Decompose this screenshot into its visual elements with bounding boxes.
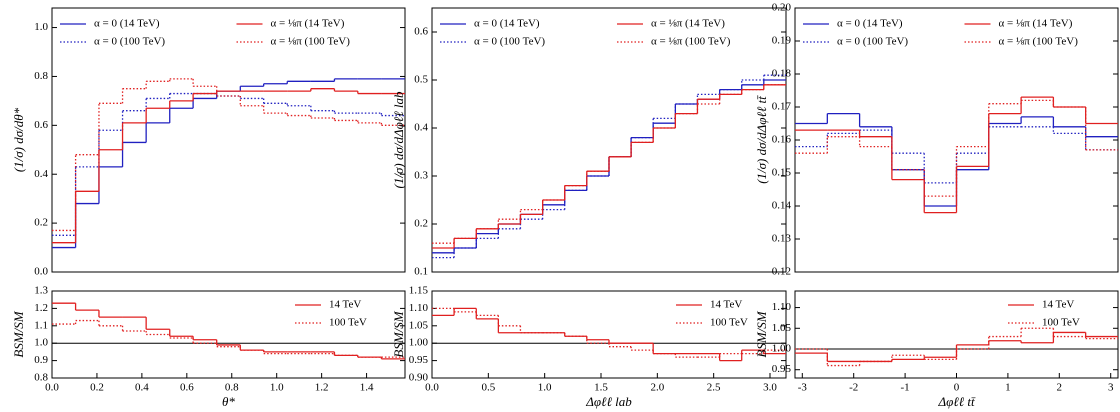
y-tick-label: 0.8 [34,70,48,82]
y-tick-label: 0.15 [772,167,792,179]
y-axis-label: (1/σ) dσ/dθ* [11,107,26,172]
x-axis-label: θ* [222,394,235,409]
legend-label: 100 TeV [1042,317,1080,329]
x-tick-label: 0 [954,382,960,394]
x-axis-label: Δφℓℓ lab [585,394,632,409]
x-tick-label: -3 [798,382,808,394]
x-tick-label: 1.4 [360,382,374,394]
legend-label: 14 TeV [710,299,742,311]
x-axis-label: Δφℓℓ tt̄ [937,394,976,409]
y-tick-label: 0.14 [772,200,792,212]
x-tick-label: 2 [1057,382,1063,394]
axes-frame [431,290,787,379]
legend-label: α = ⅛π (100 TeV) [999,36,1079,48]
x-tick-label: 1.2 [315,382,329,394]
y-tick-label: 0.19 [772,35,792,47]
y-tick-label: 0.20 [772,2,792,14]
y-tick-label: 0.13 [772,233,792,245]
legend-label: α = 0 (14 TeV) [94,18,160,30]
x-tick-label: -2 [849,382,858,394]
x-tick-label: 0.5 [481,382,495,394]
x-tick-label: 1.5 [594,382,608,394]
legend-label: α = 0 (14 TeV) [474,18,540,30]
axes-frame [431,7,787,273]
legend-label: α = 0 (100 TeV) [837,36,908,48]
y-tick-label: 1.05 [409,319,429,331]
x-tick-label: 2.5 [707,382,721,394]
axes-frame [51,7,406,273]
y-tick-label: 0.5 [414,74,428,86]
y-tick-label: 1.05 [772,322,792,334]
x-tick-label: 0.8 [225,382,239,394]
y-tick-label: 1.0 [34,21,48,33]
y-axis-label: (1/σ) dσ/dΔφℓℓ tt̄ [754,94,769,183]
y-tick-label: 0.18 [772,68,792,80]
legend-label: α = 0 (14 TeV) [837,18,903,30]
y-tick-label: 0.90 [409,372,429,384]
x-tick-label: 2.0 [650,382,664,394]
y-tick-label: 1.0 [34,337,48,349]
legend-label: 14 TeV [329,299,361,311]
y-tick-label: 1.10 [772,301,792,313]
y-axis-label: BSM/SM [391,310,406,357]
y-tick-label: 1.00 [409,337,429,349]
y-tick-label: 0.16 [772,134,792,146]
x-tick-label: 3 [1108,382,1114,394]
y-tick-label: 0.2 [34,217,48,229]
x-tick-label: 3.0 [763,382,777,394]
y-tick-label: 0.95 [772,363,792,375]
x-tick-label: 0.2 [90,382,104,394]
legend-label: α = ⅛π (14 TeV) [999,18,1073,30]
x-tick-label: 1 [1005,382,1011,394]
y-tick-label: 1.1 [34,319,48,331]
x-tick-label: 0.0 [45,382,59,394]
legend-label: α = 0 (100 TeV) [94,36,165,48]
x-tick-label: 1.0 [270,382,284,394]
y-tick-label: 1.3 [34,285,48,297]
legend-label: 100 TeV [329,317,367,329]
y-tick-label: 1.00 [772,343,792,355]
x-tick-label: 0.6 [180,382,194,394]
legend-label: α = ⅛π (14 TeV) [651,18,725,30]
legend-label: α = ⅛π (100 TeV) [651,36,731,48]
x-tick-label: -1 [901,382,910,394]
y-tick-label: 0.95 [409,354,429,366]
y-tick-label: 0.4 [414,122,428,134]
legend-label: 100 TeV [710,317,748,329]
legend-label: α = ⅛π (14 TeV) [271,18,345,30]
y-axis-label: (1/σ) dσ/dΔφℓℓ lab [391,91,406,188]
y-tick-label: 0.17 [772,101,792,113]
y-tick-label: 0.3 [414,170,428,182]
legend-label: α = 0 (100 TeV) [474,36,545,48]
y-tick-label: 0.0 [34,266,48,278]
y-tick-label: 0.1 [414,266,428,278]
y-tick-label: 0.12 [772,266,791,278]
y-tick-label: 0.4 [34,168,48,180]
y-axis-label: BSM/SM [754,310,769,357]
axes-frame [51,290,406,379]
y-tick-label: 0.2 [414,218,428,230]
y-tick-label: 1.2 [34,302,48,314]
x-tick-label: 1.0 [538,382,552,394]
y-tick-label: 0.6 [34,119,48,131]
axes-frame [794,7,1119,273]
x-tick-label: 0.0 [425,382,439,394]
y-tick-label: 0.8 [34,372,48,384]
legend-label: 14 TeV [1042,299,1074,311]
x-tick-label: 0.4 [135,382,149,394]
legend-label: α = ⅛π (100 TeV) [271,36,351,48]
y-tick-label: 1.10 [409,302,429,314]
y-axis-label: BSM/SM [11,310,26,357]
y-tick-label: 1.15 [409,285,429,297]
y-tick-label: 0.9 [34,354,48,366]
y-tick-label: 0.6 [414,26,428,38]
